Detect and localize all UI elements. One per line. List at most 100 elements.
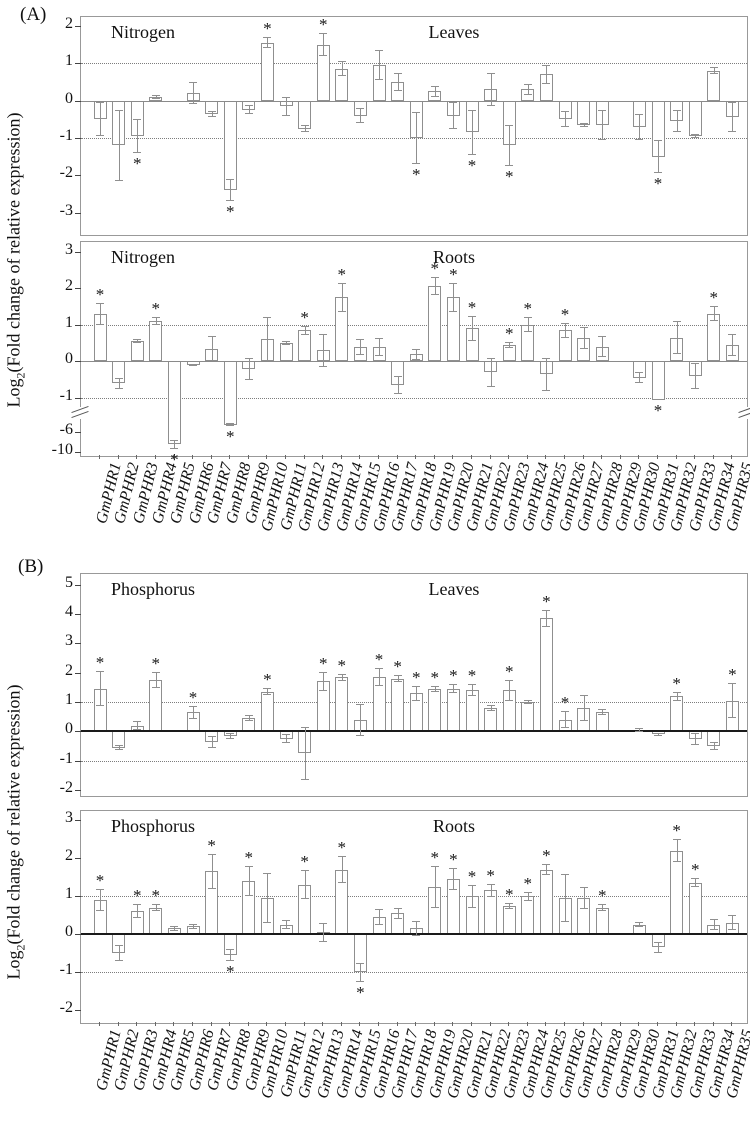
- error-cap: [96, 671, 104, 673]
- bar: [223, 361, 237, 425]
- x-tick: [619, 1022, 621, 1026]
- error-bar: [527, 699, 529, 705]
- x-tick: [582, 1022, 584, 1026]
- error-cap: [244, 378, 253, 380]
- error-cap: [151, 909, 160, 911]
- error-bar: [100, 671, 101, 707]
- error-bar: [137, 339, 139, 344]
- error-cap: [449, 282, 458, 284]
- x-tick: [247, 455, 249, 459]
- y-tick: [75, 361, 81, 363]
- y-axis-title-text: Log2(Fold change of relative expression): [4, 113, 29, 408]
- error-cap: [709, 320, 718, 322]
- significance-star: *: [393, 657, 402, 677]
- error-cap: [96, 323, 104, 325]
- error-cap: [561, 874, 569, 876]
- error-cap: [300, 870, 309, 872]
- error-cap: [561, 710, 569, 712]
- error-cap: [189, 924, 197, 926]
- error-cap: [728, 682, 737, 684]
- x-tick: [210, 455, 212, 459]
- error-cap: [561, 126, 569, 128]
- tissue-title: Leaves: [428, 579, 480, 599]
- bar: [167, 361, 181, 445]
- error-cap: [375, 924, 383, 926]
- error-cap: [151, 671, 160, 673]
- significance-star: *: [300, 852, 309, 872]
- significance-star: *: [337, 838, 347, 858]
- error-cap: [282, 742, 290, 744]
- error-cap: [523, 703, 532, 705]
- significance-star: *: [560, 692, 570, 712]
- error-cap: [207, 360, 216, 362]
- significance-star: *: [318, 654, 328, 674]
- bar: [260, 691, 274, 732]
- significance-star: *: [560, 304, 570, 324]
- error-bar: [267, 688, 269, 696]
- bar: [651, 361, 665, 400]
- error-cap: [430, 294, 439, 296]
- error-cap: [654, 735, 662, 737]
- error-cap: [579, 694, 588, 696]
- error-cap: [114, 109, 123, 111]
- y-tick: [75, 820, 81, 822]
- significance-star: *: [709, 288, 719, 308]
- y-tick: [75, 288, 81, 290]
- error-cap: [226, 959, 235, 961]
- error-cap: [96, 910, 104, 912]
- error-cap: [412, 934, 421, 936]
- error-bar: [248, 865, 250, 897]
- error-cap: [635, 138, 644, 140]
- x-tick: [396, 455, 398, 459]
- error-cap: [189, 103, 197, 105]
- x-tick: [452, 1022, 454, 1026]
- error-cap: [691, 136, 700, 138]
- error-cap: [561, 336, 569, 338]
- error-cap: [709, 73, 718, 75]
- bar: [688, 100, 702, 137]
- x-tick: [415, 455, 417, 459]
- error-bar: [286, 734, 287, 744]
- x-tick: [192, 1022, 193, 1026]
- error-cap: [337, 856, 346, 858]
- x-tick: [489, 455, 491, 459]
- y-tick-label: 1: [65, 691, 73, 709]
- error-bar: [137, 904, 139, 919]
- error-bar: [304, 325, 306, 335]
- axis-break: [738, 406, 750, 420]
- error-cap: [337, 673, 346, 675]
- y-tick: [75, 324, 81, 326]
- error-cap: [486, 896, 495, 898]
- x-tick: [229, 1022, 231, 1026]
- error-bar: [713, 918, 715, 931]
- error-cap: [635, 372, 644, 374]
- error-cap: [523, 699, 532, 701]
- error-cap: [114, 959, 123, 961]
- bar: [391, 678, 405, 732]
- y-tick-label: -2: [59, 999, 73, 1017]
- y-tick-label: 4: [65, 602, 73, 620]
- error-bar: [174, 926, 176, 931]
- error-cap: [189, 705, 197, 707]
- error-cap: [375, 79, 383, 81]
- error-cap: [263, 694, 272, 696]
- error-cap: [207, 115, 216, 117]
- error-cap: [468, 340, 476, 342]
- y-axis-title-subscript: 2: [13, 944, 28, 951]
- error-cap: [691, 886, 700, 888]
- x-tick: [266, 1022, 268, 1026]
- error-bar: [230, 422, 232, 427]
- error-cap: [523, 317, 532, 319]
- error-cap: [263, 37, 272, 39]
- error-cap: [337, 679, 346, 681]
- error-bar: [434, 277, 436, 296]
- significance-star: *: [151, 299, 161, 319]
- zero-line: [81, 730, 747, 733]
- bar: [428, 286, 442, 362]
- error-cap: [691, 732, 700, 734]
- error-bar: [230, 179, 232, 202]
- error-cap: [505, 902, 514, 904]
- error-cap: [598, 356, 607, 357]
- error-cap: [412, 111, 421, 113]
- error-bar: [565, 322, 566, 338]
